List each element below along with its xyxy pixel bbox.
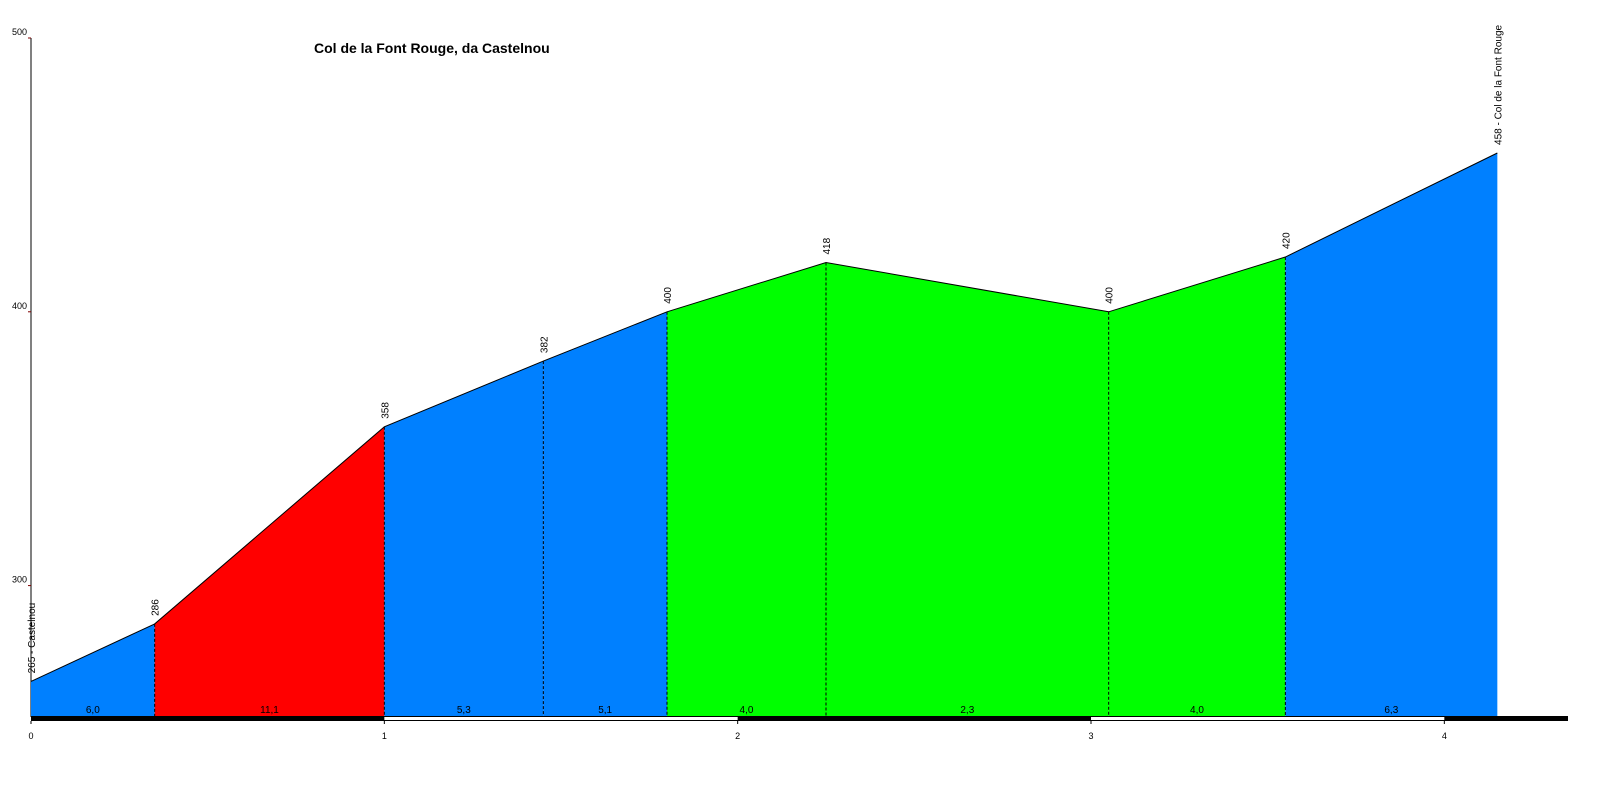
y-tick-label: 500 (12, 27, 27, 37)
gradient-label: 4,0 (1190, 705, 1204, 716)
x-axis-band (1091, 717, 1445, 720)
gradient-label: 6,3 (1384, 705, 1398, 716)
gradient-label: 6,0 (86, 705, 100, 716)
gradient-label: 4,0 (740, 705, 754, 716)
x-tick-label: 3 (1088, 731, 1093, 741)
gradient-label: 11,1 (260, 705, 279, 716)
elevation-label: 420 (1281, 232, 1292, 249)
profile-line (30, 152, 1498, 682)
gradient-label: 5,1 (598, 705, 612, 716)
segment (1285, 152, 1498, 717)
x-axis-bar (31, 716, 1568, 721)
segment (1108, 257, 1286, 717)
y-tick-label: 400 (12, 301, 27, 311)
x-axis-band (384, 717, 738, 720)
elevation-label: 458 - Col de la Font Rouge (1493, 24, 1504, 145)
segment (31, 623, 155, 717)
elevation-label: 418 (822, 237, 833, 254)
elevation-label: 265 - Castelnou (27, 603, 38, 674)
segment (543, 311, 667, 717)
segment (154, 426, 385, 717)
segment (826, 262, 1109, 717)
x-tick-label: 1 (382, 731, 387, 741)
y-tick-label: 300 (12, 575, 27, 585)
chart-title: Col de la Font Rouge, da Castelnou (314, 40, 550, 56)
gradient-label: 2,3 (960, 705, 974, 716)
elevation-label: 286 (151, 599, 162, 616)
elevation-label: 400 (1105, 287, 1116, 304)
segment (384, 361, 544, 717)
x-tick-label: 4 (1442, 731, 1447, 741)
elevation-label: 382 (539, 336, 550, 353)
x-tick-label: 2 (735, 731, 740, 741)
gradient-label: 5,3 (457, 705, 471, 716)
elevation-label: 400 (663, 287, 674, 304)
x-tick-label: 0 (28, 731, 33, 741)
segment (667, 262, 826, 717)
elevation-label: 358 (380, 402, 391, 419)
